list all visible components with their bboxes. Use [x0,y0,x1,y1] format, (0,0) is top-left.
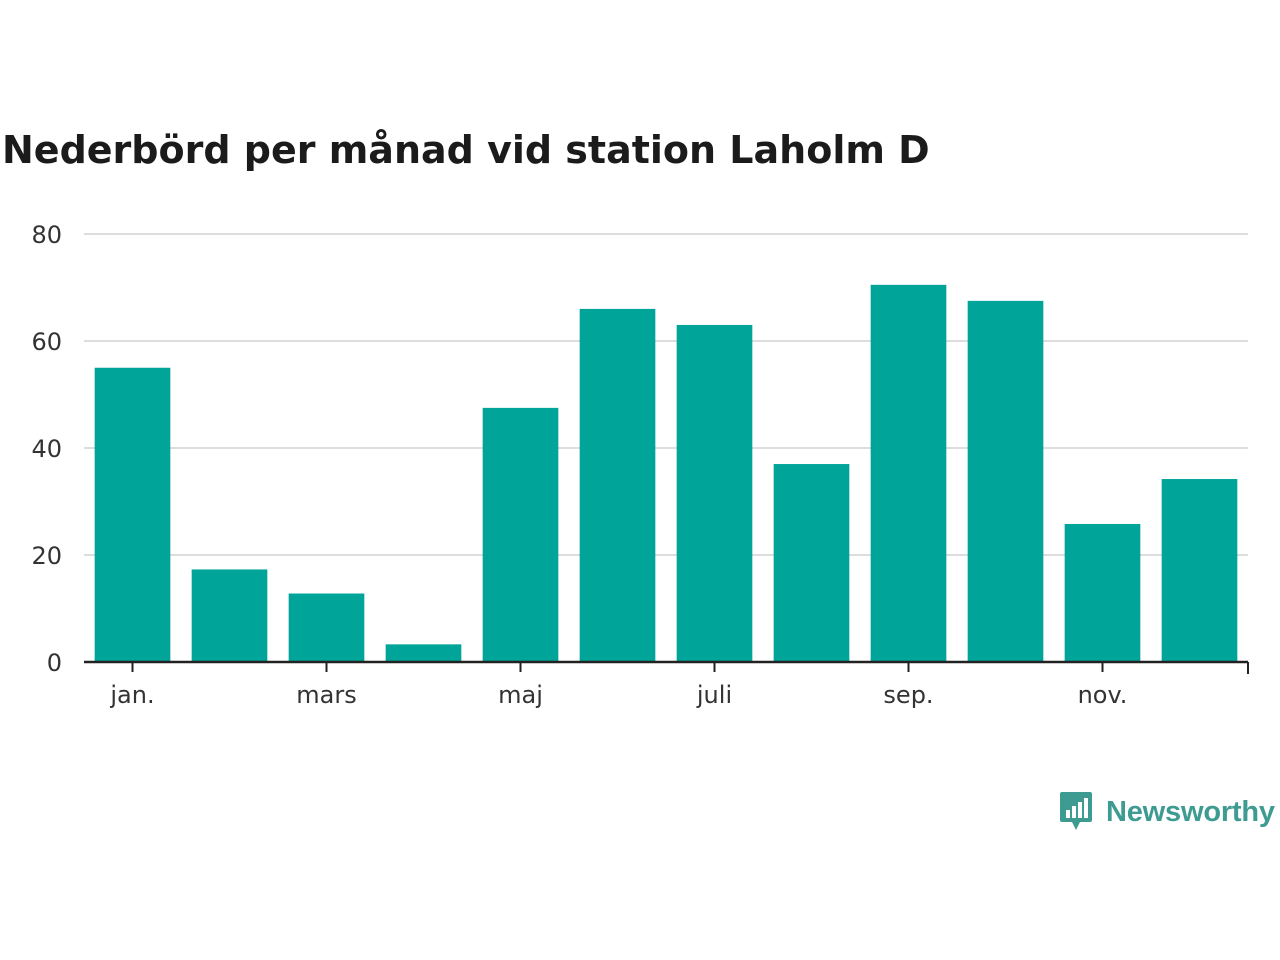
y-tick-label: 20 [31,542,62,570]
tick-labels: 0 20 40 60 80 jan. mars maj juli sep. nov. [31,221,1127,709]
newsworthy-brand-name: Newsworthy [1106,795,1275,828]
x-tick-label: maj [498,681,543,709]
bar-juli [676,324,753,662]
y-tick-label: 40 [31,435,62,463]
x-tick-label: mars [296,681,356,709]
bar-maj [482,407,559,662]
y-tick-label: 60 [31,328,62,356]
chart-title: Nederbörd per månad vid station Laholm D [2,128,930,172]
newsworthy-logo-icon [1060,792,1092,830]
newsworthy-logo: Newsworthy [1058,790,1275,834]
bar-juni [579,308,656,662]
axes [84,660,1249,674]
bar-nov [1064,523,1141,662]
bar-sep [870,284,947,662]
x-tick-label: jan. [109,681,154,709]
gridlines [84,233,1248,556]
bars [94,284,1238,662]
x-tick-label: juli [696,681,732,709]
bar-aug [773,464,850,662]
x-tick-label: nov. [1078,681,1128,709]
bar-jan [94,367,171,662]
bar-mars [288,593,365,662]
bar-april [385,644,462,662]
bar-dec [1161,479,1238,662]
bar-feb [191,569,268,662]
y-tick-label: 80 [31,221,62,249]
bar-okt [967,300,1044,662]
x-tick-label: sep. [883,681,933,709]
y-tick-label: 0 [47,649,62,677]
